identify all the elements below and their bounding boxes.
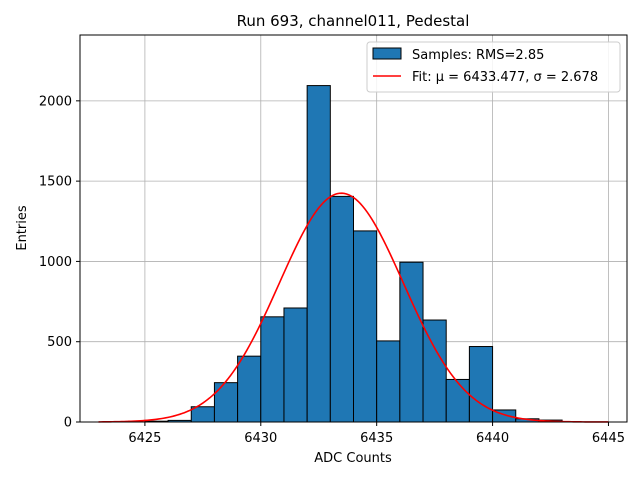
histogram-bar (237, 355, 262, 423)
histogram-bar (329, 195, 354, 423)
plot-frame (79, 34, 628, 423)
histogram-bar (260, 316, 285, 423)
y-tick-label: 1000 (39, 255, 72, 270)
histogram-bars (144, 85, 563, 423)
histogram-bar (376, 340, 401, 423)
x-tick-label: 6435 (360, 431, 393, 446)
histogram-bar (213, 382, 239, 423)
chart-title: Run 693, channel011, Pedestal (237, 12, 470, 30)
x-tick-label: 6440 (476, 431, 509, 446)
x-tick-label: 6430 (244, 431, 277, 446)
y-tick-label: 2000 (39, 94, 72, 109)
histogram-bar (422, 319, 447, 423)
y-axis-label: Entries (15, 205, 30, 251)
x-tick-label: 6445 (592, 431, 625, 446)
histogram-bar (353, 230, 378, 423)
legend-fit-label: Fit: μ = 6433.477, σ = 2.678 (412, 70, 598, 85)
histogram-bar (190, 406, 215, 423)
histogram-bar (399, 261, 424, 423)
x-axis-label: ADC Counts (314, 451, 392, 466)
histogram-bar (468, 346, 494, 423)
legend-box (366, 41, 621, 93)
histogram-bar (445, 378, 470, 423)
y-tick-label: 1500 (39, 175, 72, 190)
legend: Samples: RMS=2.85 Fit: μ = 6433.477, σ =… (366, 41, 621, 93)
x-tick-label: 6425 (128, 431, 161, 446)
legend-histogram-label: Samples: RMS=2.85 (412, 48, 544, 63)
y-tick-label: 0 (64, 416, 72, 431)
histogram-bar (283, 307, 308, 423)
y-tick-label: 500 (47, 335, 72, 350)
legend-histogram-swatch (372, 47, 402, 60)
axis-ticks: 6425 6430 6435 6440 6445 0 500 1000 1500 2000 (39, 94, 625, 446)
histogram-bar (306, 85, 331, 423)
gaussian-fit-line (98, 192, 609, 423)
